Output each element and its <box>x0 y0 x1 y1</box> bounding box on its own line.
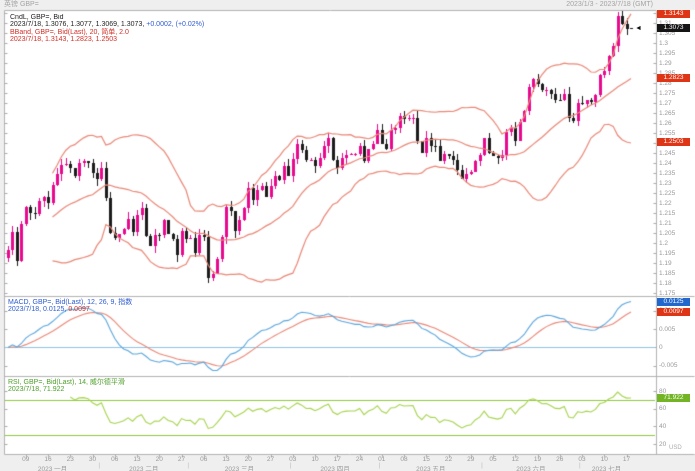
x-axis-day-label: 27 <box>266 456 275 463</box>
x-axis-month-label: 2023 三月 <box>224 466 255 471</box>
x-axis-day-label: 22 <box>444 456 453 463</box>
last-price-marker: ◄ <box>635 24 642 32</box>
candle-change-values: +0.0002, (+0.02%) <box>146 21 205 29</box>
y-axis-tick-label: 1.295 <box>659 49 676 57</box>
rsi-legend: RSI, GBP=, Bid(Last), 14, 威尔德平滑 2023/7/1… <box>8 379 125 394</box>
x-axis-day-label: 27 <box>177 456 186 463</box>
price-legend: CndL, GBP=, Bid 2023/7/18, 1.3076, 1.307… <box>10 14 204 44</box>
y-axis-tick-label: 1.18 <box>659 279 672 287</box>
x-axis-day-label: 16 <box>44 456 52 463</box>
macd-legend: MACD, GBP=, Bid(Last), 12, 26, 9, 指数 202… <box>8 299 132 314</box>
y-axis-tick-label: 1.175 <box>659 289 676 297</box>
x-axis-month-label: 2023 五月 <box>416 466 446 471</box>
x-axis-day-label: 06 <box>200 456 208 463</box>
y-axis-tick-label: 1.255 <box>659 129 676 137</box>
x-axis-month-separator: | <box>187 462 190 469</box>
x-axis-day-label: 17 <box>622 456 631 463</box>
macd-series-label: MACD, GBP=, Bid(Last), 12, 26, 9, 指数 <box>8 299 133 306</box>
bb-lower-badge: 1.2503 <box>657 138 690 147</box>
x-axis-month-separator: | <box>481 462 483 469</box>
x-axis-day-label: 03 <box>289 456 297 463</box>
candle-series-label: CndL, GBP=, Bid <box>10 14 64 21</box>
x-axis-day-label: 01 <box>378 456 386 463</box>
x-axis-day-label: 12 <box>511 456 519 463</box>
y-axis-tick-label: 1.275 <box>659 89 676 97</box>
y-axis-tick-label: 1.205 <box>659 229 676 237</box>
y-axis-tick-label: 60 <box>659 405 667 413</box>
axis-unit-label: USD <box>669 445 682 451</box>
y-axis-tick-label: 1.195 <box>659 249 676 257</box>
y-axis-tick-label: -0.005 <box>659 362 678 370</box>
rsi-value-badge: 71.922 <box>657 394 690 403</box>
last-price-badge: 1.3073 <box>657 24 690 33</box>
candle-ohlc-values: 2023/7/18, 1.3076, 1.3077, 1.3069, 1.307… <box>10 21 145 29</box>
x-axis-day-label: 23 <box>66 456 74 463</box>
y-axis-tick-label: 1.305 <box>659 29 676 37</box>
x-axis-month-separator: | <box>578 462 581 469</box>
y-axis-tick-label: 0 <box>659 343 663 351</box>
y-axis-tick-label: 1.22 <box>659 199 672 207</box>
y-axis-tick-label: 1.26 <box>659 119 672 127</box>
x-axis-day-label: 30 <box>88 456 97 463</box>
x-axis-day-label: 24 <box>355 456 364 463</box>
y-axis-tick-label: 1.21 <box>659 219 672 227</box>
x-axis-day-label: 13 <box>222 456 230 463</box>
x-axis-day-label: 08 <box>400 456 408 463</box>
x-axis-day-label: 09 <box>22 456 30 463</box>
x-axis-month-separator: | <box>378 462 381 469</box>
y-axis-tick-label: 1.245 <box>659 149 676 157</box>
rsi-value: 2023/7/18, 71.922 <box>8 386 65 394</box>
x-axis-month-label: 2023 七月 <box>591 466 622 471</box>
x-axis-day-label: 20 <box>155 456 163 463</box>
x-axis-month-label: 2023 四月 <box>320 466 350 471</box>
y-axis-tick-label: 1.225 <box>659 189 676 197</box>
y-axis-tick-label: 40 <box>659 422 667 430</box>
macd-signal-badge: 0.0097 <box>657 307 690 316</box>
y-axis-tick-label: 1.23 <box>659 179 672 187</box>
bband-values: 2023/7/18, 1.3143, 1.2823, 1.2503 <box>10 36 118 44</box>
x-axis-month-separator: | <box>98 462 101 469</box>
y-axis-tick-label: 1.215 <box>659 209 676 217</box>
x-axis-day-label: 17 <box>333 456 341 463</box>
y-axis-tick-label: 1.29 <box>659 59 672 67</box>
y-axis-tick-label: 0.005 <box>659 325 676 333</box>
y-axis-tick-label: 1.24 <box>659 159 672 167</box>
macd-signal-value: 0.0097 <box>68 306 90 314</box>
y-axis-tick-label: 1.2 <box>659 239 669 247</box>
y-axis-tick-label: 1.235 <box>659 169 676 177</box>
y-axis-tick-label: 1.28 <box>659 79 672 87</box>
y-axis-tick-label: 1.285 <box>659 69 676 77</box>
bband-series-label: BBand, GBP=, Bid(Last), 20, 简单, 2.0 <box>10 28 129 36</box>
x-axis-month-label: 2023 六月 <box>516 466 546 471</box>
x-axis-day-label: 15 <box>422 456 430 463</box>
macd-value-badge: 0.0125 <box>657 297 690 306</box>
x-axis-day-label: 13 <box>133 456 141 463</box>
x-axis-day-label: 20 <box>244 456 252 463</box>
x-axis-day-label: 19 <box>533 456 542 463</box>
x-axis-month-label: 2023 一月 <box>37 466 68 471</box>
y-axis-tick-label: 20 <box>659 440 667 448</box>
x-axis-day-label: 26 <box>556 456 564 463</box>
x-axis-day-label: 05 <box>489 456 497 463</box>
x-axis-day-label: 10 <box>600 456 608 463</box>
x-axis-day-label: 06 <box>111 456 119 463</box>
x-axis-month-separator: | <box>289 462 292 469</box>
x-axis-day-label: 10 <box>311 456 319 463</box>
x-axis-day-label: 03 <box>578 456 586 463</box>
x-axis-month-label: 2023 二月 <box>129 466 159 471</box>
y-axis-tick-label: 1.265 <box>659 109 676 117</box>
bb-upper-badge: 1.3143 <box>657 10 690 19</box>
x-axis-day-label: 29 <box>467 456 475 463</box>
y-axis-tick-label: 1.185 <box>659 269 676 277</box>
y-axis-tick-label: 1.27 <box>659 99 672 107</box>
y-axis-tick-label: 80 <box>659 387 667 395</box>
y-axis-tick-label: 1.3 <box>659 39 669 47</box>
y-axis-tick-label: 1.31 <box>659 19 672 27</box>
bb-middle-badge: 1.2823 <box>657 74 690 83</box>
rsi-series-label: RSI, GBP=, Bid(Last), 14, 威尔德平滑 <box>8 379 125 386</box>
y-axis-tick-label: 1.19 <box>659 259 672 267</box>
macd-value: 2023/7/18, 0.0125, <box>8 306 67 314</box>
